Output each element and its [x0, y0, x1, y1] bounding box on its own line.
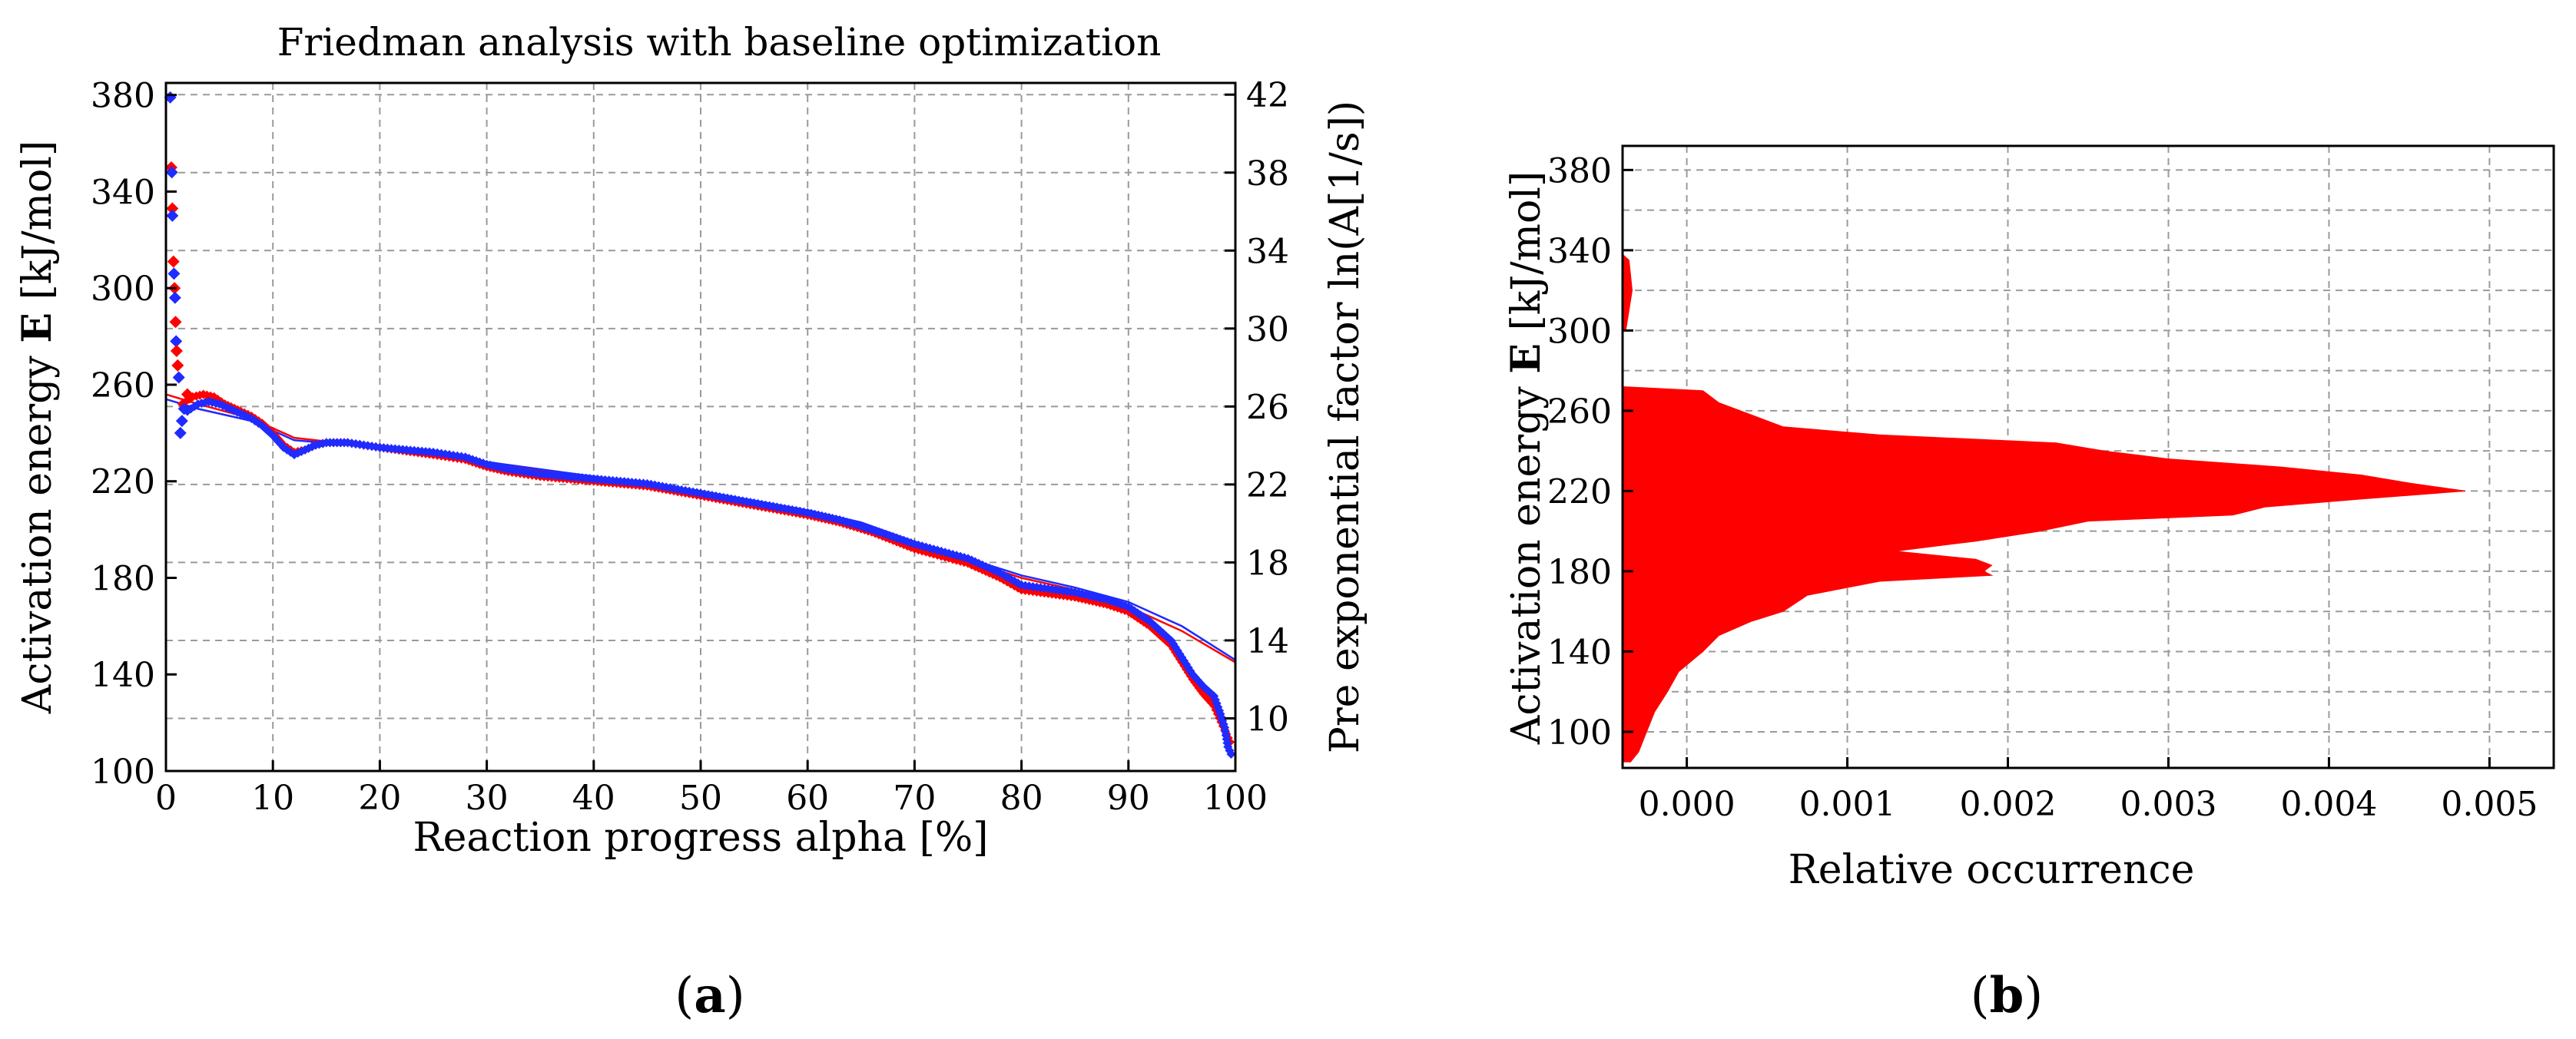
panel-label-b-open: ( — [1971, 968, 1990, 1024]
chart-b-y-label-suffix: [kJ/mol] — [1503, 171, 1550, 343]
chart-b-y-tick-label-1: 140 — [1547, 633, 1612, 672]
chart-a-outlier-point-16 — [177, 402, 191, 415]
panel-label-a: (a) — [675, 967, 744, 1024]
chart-b-x-tick-label-3: 0.003 — [2120, 785, 2216, 824]
chart-a-outliers — [164, 91, 194, 439]
chart-a-grid — [166, 83, 1235, 771]
chart-a-y-tick-label-5: 300 — [91, 270, 155, 309]
chart-a-x-tick-label-7: 70 — [893, 779, 936, 818]
panel-label-b: (b) — [1971, 967, 2044, 1024]
chart-b-y-tick-label-3: 220 — [1547, 472, 1612, 511]
chart-a-y-axis-label: Activation energy E [kJ/mol] — [14, 141, 61, 714]
chart-a-outlier-point-17 — [181, 388, 194, 401]
panel-label-a-close: ) — [726, 968, 745, 1024]
chart-a-series-blue — [182, 396, 1236, 759]
chart-a-y2-tick-label-1: 14 — [1246, 622, 1289, 661]
chart-b-x-tick-label-0: 0.000 — [1639, 785, 1736, 824]
chart-a-series — [164, 91, 1236, 759]
chart-a-y-ticks: 100 140 180 220 260 300 340 380 — [91, 77, 177, 792]
chart-a-outlier-point-8 — [168, 291, 181, 304]
chart-a-outlier-point-11 — [170, 344, 183, 357]
chart-a-y2-tick-label-3: 22 — [1246, 466, 1289, 505]
panel-label-b-close: ) — [2024, 968, 2043, 1024]
chart-a-y2-tick-label-4: 26 — [1246, 388, 1289, 427]
chart-a-x-tick-label-3: 30 — [466, 779, 509, 818]
chart-a-outlier-point-3 — [166, 202, 179, 215]
chart-a-outlier-point-5 — [167, 255, 180, 268]
chart-b: 0.000 0.001 0.002 0.003 0.004 0.005 100 140 180… — [1503, 144, 2555, 893]
panel-label-a-open: ( — [675, 968, 694, 1024]
chart-b-x-axis-label: Relative occurrence — [1789, 847, 2195, 893]
chart-b-y-tick-label-2: 180 — [1547, 553, 1612, 592]
chart-b-y-ticks: 100 140 180 220 260 300 340 380 — [1547, 151, 1633, 753]
chart-a-y2-axis-label: Pre exponential factor ln(A[1/s]) — [1322, 101, 1368, 753]
chart-a-x-ticks: 0 10 20 30 40 50 60 70 80 90 100 — [155, 760, 1268, 818]
chart-b-frame — [1621, 144, 2555, 769]
chart-a-outlier-point-6 — [167, 267, 181, 280]
chart-a-outlier-point-12 — [171, 359, 184, 372]
chart-a-x-tick-label-6: 60 — [786, 779, 829, 818]
chart-b-distribution — [1622, 253, 2466, 763]
chart-b-y-tick-label-6: 340 — [1547, 232, 1612, 271]
chart-b-y-tick-label-0: 100 — [1547, 713, 1612, 753]
chart-b-x-tick-label-5: 0.005 — [2441, 785, 2538, 824]
chart-a-y-label-suffix: [kJ/mol] — [15, 141, 61, 313]
chart-a-outlier-point-10 — [170, 335, 183, 348]
chart-a-y-tick-label-7: 380 — [91, 77, 155, 116]
chart-b-x-ticks: 0.000 0.001 0.002 0.003 0.004 0.005 — [1639, 757, 2538, 824]
chart-b-y-tick-label-4: 260 — [1547, 392, 1612, 432]
panel-label-b-letter: b — [1990, 967, 2024, 1024]
chart-a-x-tick-label-8: 80 — [1000, 779, 1043, 818]
chart-b-y-axis-label: Activation energy E [kJ/mol] — [1503, 171, 1550, 745]
chart-a-y2-tick-label-8: 42 — [1246, 76, 1289, 115]
chart-a-y-tick-label-0: 100 — [91, 753, 155, 792]
chart-a-y-tick-label-6: 340 — [91, 173, 155, 212]
chart-a-y2-ticks: 10 14 18 22 26 30 34 38 42 — [1225, 76, 1289, 739]
chart-a-x-tick-label-9: 90 — [1107, 779, 1150, 818]
chart-b-x-tick-label-4: 0.004 — [2280, 785, 2377, 824]
chart-a-y-tick-label-2: 180 — [91, 559, 155, 598]
chart-a-outlier-point-9 — [169, 316, 182, 329]
chart-b-x-tick-label-2: 0.002 — [1960, 785, 2057, 824]
chart-b-distribution-tail — [1622, 253, 1633, 331]
chart-a-y-tick-label-3: 220 — [91, 463, 155, 502]
chart-a-x-tick-label-5: 50 — [679, 779, 722, 818]
chart-b-y-tick-label-7: 380 — [1547, 151, 1612, 190]
chart-a-x-tick-label-0: 0 — [155, 779, 177, 818]
chart-a-outlier-point-4 — [166, 209, 179, 222]
chart-a-x-tick-label-1: 10 — [251, 779, 294, 818]
chart-a-x-tick-label-4: 40 — [572, 779, 615, 818]
chart-b-y-label-bold: E — [1503, 343, 1550, 374]
chart-a-outlier-point-15 — [175, 415, 188, 428]
chart-a-x-tick-label-10: 100 — [1203, 779, 1268, 818]
chart-a-x-axis-label: Reaction progress alpha [%] — [413, 815, 988, 861]
chart-b-y-tick-label-5: 300 — [1547, 312, 1612, 351]
chart-a-point-blue — [1226, 749, 1236, 759]
chart-a-y-tick-label-4: 260 — [91, 366, 155, 405]
chart-a-y2-tick-label-6: 34 — [1246, 232, 1289, 271]
chart-a-y-tick-label-1: 140 — [91, 656, 155, 695]
chart-a-outlier-point-13 — [172, 371, 185, 384]
chart-a: Friedman analysis with baseline optimiza… — [14, 20, 1368, 861]
chart-b-x-tick-label-1: 0.001 — [1799, 785, 1896, 824]
chart-a-x-tick-label-2: 20 — [358, 779, 401, 818]
chart-a-outlier-point-14 — [174, 426, 187, 439]
chart-a-y2-tick-label-7: 38 — [1246, 154, 1289, 194]
chart-a-y2-tick-label-5: 30 — [1246, 310, 1289, 349]
chart-b-distribution-area — [1622, 385, 2466, 763]
chart-b-y-label-prefix: Activation energy — [1503, 374, 1550, 746]
chart-a-y2-tick-label-2: 18 — [1246, 544, 1289, 583]
panel-label-a-letter: a — [694, 967, 725, 1024]
chart-a-outlier-point-2 — [165, 166, 178, 179]
chart-a-title: Friedman analysis with baseline optimiza… — [277, 20, 1162, 65]
chart-a-y-label-bold: E — [14, 313, 61, 343]
chart-a-y2-tick-label-0: 10 — [1246, 700, 1289, 739]
chart-a-y-label-prefix: Activation energy — [15, 343, 61, 715]
